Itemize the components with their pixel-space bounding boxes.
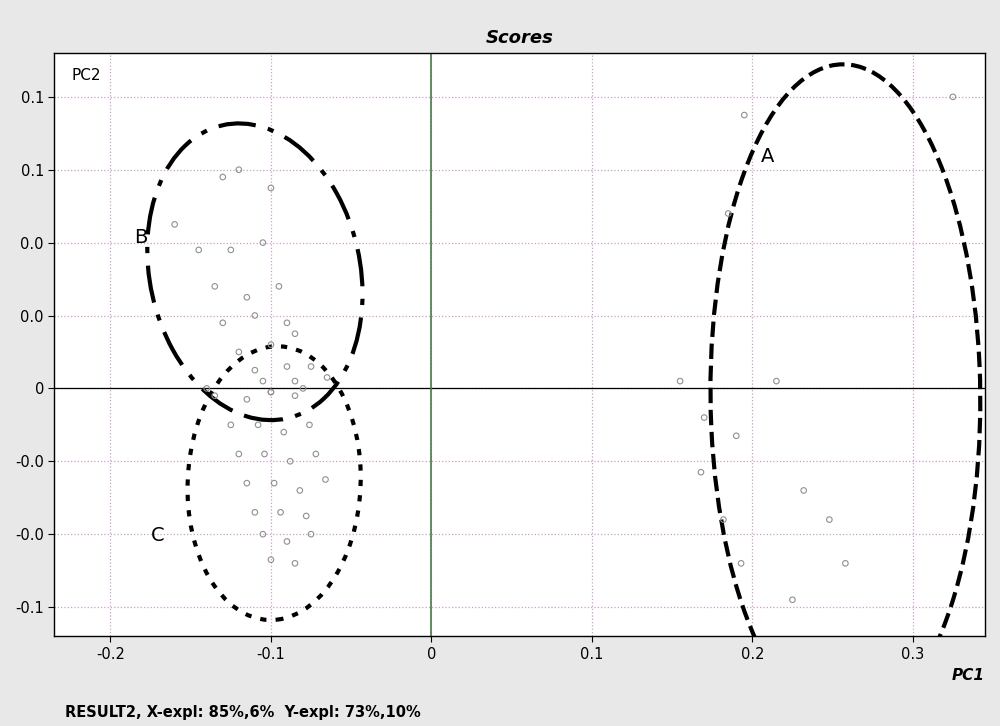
Point: [231, 346, 247, 358]
Point: [239, 477, 255, 489]
Point: [693, 466, 709, 478]
Point: [768, 375, 784, 387]
Text: C: C: [151, 526, 164, 545]
Point: [720, 208, 736, 219]
Point: [215, 317, 231, 329]
Point: [167, 219, 183, 230]
Point: [239, 393, 255, 405]
Point: [271, 280, 287, 292]
Point: [821, 514, 837, 526]
Point: [255, 529, 271, 540]
Point: [796, 485, 812, 497]
Point: [279, 317, 295, 329]
Text: PC1: PC1: [952, 669, 985, 683]
Point: [715, 514, 731, 526]
Point: [263, 386, 279, 398]
Point: [239, 291, 255, 303]
Point: [728, 430, 744, 441]
Point: [282, 455, 298, 467]
Point: [292, 485, 308, 497]
Point: [317, 473, 333, 485]
Point: [287, 328, 303, 340]
Point: [298, 510, 314, 522]
Point: [250, 419, 266, 431]
Point: [303, 529, 319, 540]
Point: [247, 364, 263, 376]
Point: [191, 244, 207, 256]
Point: [287, 375, 303, 387]
Point: [736, 109, 752, 121]
Point: [301, 419, 317, 431]
Point: [263, 182, 279, 194]
Point: [945, 91, 961, 102]
Text: B: B: [135, 228, 148, 247]
Text: Scores: Scores: [486, 29, 554, 47]
Point: [207, 390, 223, 401]
Text: A: A: [760, 147, 774, 166]
Point: [784, 594, 800, 605]
Point: [287, 558, 303, 569]
Point: [308, 448, 324, 460]
Point: [215, 171, 231, 183]
Point: [279, 361, 295, 372]
Point: [257, 448, 273, 460]
Point: [207, 280, 223, 292]
Point: [287, 390, 303, 401]
Point: [672, 375, 688, 387]
Point: [223, 244, 239, 256]
Text: PC2: PC2: [71, 68, 101, 83]
Point: [255, 237, 271, 248]
Point: [696, 412, 712, 423]
Point: [247, 507, 263, 518]
Point: [276, 426, 292, 438]
Point: [263, 339, 279, 351]
Text: RESULT2, X-expl: 85%,6%  Y-expl: 73%,10%: RESULT2, X-expl: 85%,6% Y-expl: 73%,10%: [65, 705, 421, 720]
Point: [837, 558, 853, 569]
Point: [255, 375, 271, 387]
Point: [279, 536, 295, 547]
Point: [273, 507, 289, 518]
Point: [263, 554, 279, 566]
Point: [223, 419, 239, 431]
Point: [303, 361, 319, 372]
Point: [263, 386, 279, 398]
Point: [231, 448, 247, 460]
Point: [266, 477, 282, 489]
Point: [319, 372, 335, 383]
Point: [247, 310, 263, 322]
Point: [295, 383, 311, 394]
Point: [733, 558, 749, 569]
Point: [199, 383, 215, 394]
Point: [231, 164, 247, 176]
